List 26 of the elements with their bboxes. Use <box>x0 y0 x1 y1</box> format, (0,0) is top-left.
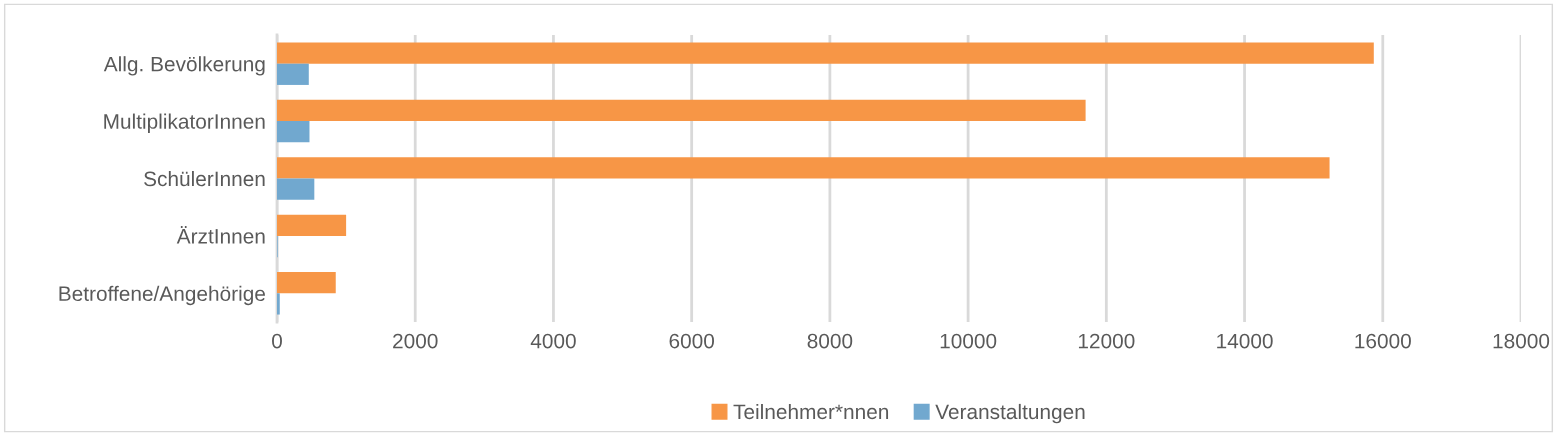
x-tick-label: 6000 <box>669 333 715 349</box>
x-tick-label: 8000 <box>807 333 853 349</box>
y-tick-label: ÄrztInnen <box>176 226 265 244</box>
bar <box>277 157 1330 179</box>
bar <box>277 42 1374 64</box>
x-tick-label: 16000 <box>1355 333 1411 349</box>
x-tick-label: 18000 <box>1493 333 1550 349</box>
y-tick-label: Betroffene/Angehörige <box>59 285 265 306</box>
x-tick-label: 2000 <box>393 333 438 349</box>
y-tick-label: MultiplikatorInnen <box>104 113 265 133</box>
x-tick-label: 0 <box>272 333 282 349</box>
bar <box>277 214 347 236</box>
legend-label: Teilnehmer*nnen <box>733 403 889 420</box>
x-tick-label: 10000 <box>940 333 997 349</box>
bar <box>277 99 1086 122</box>
bar <box>277 63 309 85</box>
legend-label: Veranstaltungen <box>935 403 1085 424</box>
x-tick-label: 12000 <box>1078 333 1135 349</box>
y-tick-label: Allg. Bevölkerung <box>103 56 265 76</box>
y-tick-label: SchülerInnen <box>144 170 265 187</box>
bar <box>277 178 315 200</box>
bar <box>277 272 336 294</box>
bar <box>277 293 280 315</box>
x-tick-label: 4000 <box>530 333 576 349</box>
x-tick-label: 14000 <box>1217 333 1273 349</box>
bar <box>277 121 310 143</box>
